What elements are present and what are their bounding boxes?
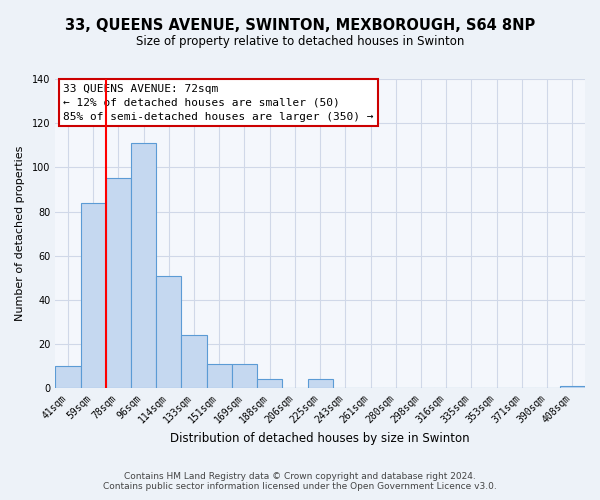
Bar	[55, 366, 80, 388]
Bar	[560, 386, 585, 388]
Text: Size of property relative to detached houses in Swinton: Size of property relative to detached ho…	[136, 35, 464, 48]
Bar	[131, 143, 156, 388]
Bar	[80, 202, 106, 388]
Bar	[308, 380, 333, 388]
Bar	[257, 380, 283, 388]
Text: 33 QUEENS AVENUE: 72sqm
← 12% of detached houses are smaller (50)
85% of semi-de: 33 QUEENS AVENUE: 72sqm ← 12% of detache…	[63, 84, 374, 122]
Bar	[181, 335, 206, 388]
X-axis label: Distribution of detached houses by size in Swinton: Distribution of detached houses by size …	[170, 432, 470, 445]
Y-axis label: Number of detached properties: Number of detached properties	[15, 146, 25, 322]
Bar	[156, 276, 181, 388]
Text: Contains HM Land Registry data © Crown copyright and database right 2024.: Contains HM Land Registry data © Crown c…	[124, 472, 476, 481]
Bar	[106, 178, 131, 388]
Text: Contains public sector information licensed under the Open Government Licence v3: Contains public sector information licen…	[103, 482, 497, 491]
Bar	[206, 364, 232, 388]
Bar	[232, 364, 257, 388]
Text: 33, QUEENS AVENUE, SWINTON, MEXBOROUGH, S64 8NP: 33, QUEENS AVENUE, SWINTON, MEXBOROUGH, …	[65, 18, 535, 32]
